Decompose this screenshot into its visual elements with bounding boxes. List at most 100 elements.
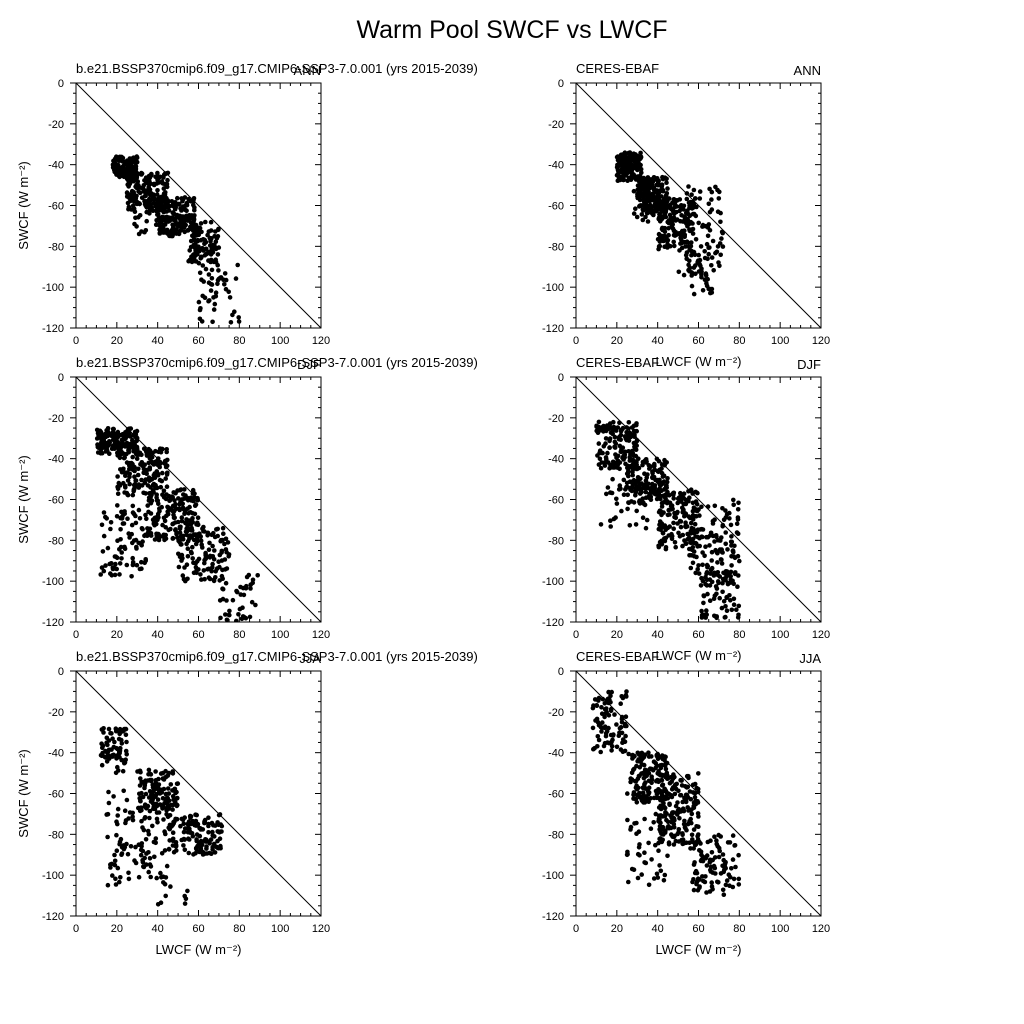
scatter-point [710,238,716,244]
scatter-point [631,867,637,872]
scatter-point [105,545,111,551]
scatter-point [696,563,701,568]
scatter-point [130,555,135,561]
scatter-point [690,536,696,542]
scatter-point [121,168,127,174]
scatter-point [626,465,631,471]
scatter-point [659,792,665,797]
scatter-point [192,258,197,264]
scatter-point [705,839,711,845]
scatter-point [156,449,161,455]
scatter-point [186,836,191,841]
scatter-point [128,426,134,431]
scatter-point [133,520,139,526]
scatter-point [715,187,720,193]
scatter-point [170,503,176,509]
y-tick-label: -20 [48,413,64,425]
scatter-point [678,241,683,246]
scatter-point [729,563,734,568]
scatter-point [220,525,226,531]
scatter-point [182,496,187,501]
scatter-point [219,550,224,555]
scatter-point [192,208,197,213]
scatter-point [97,428,103,434]
scatter-point [604,459,609,465]
scatter-point [634,831,639,836]
scatter-point [666,533,671,538]
scatter-point [103,440,109,446]
scatter-point [123,757,128,762]
scatter-point [656,458,662,464]
scatter-point [197,316,203,322]
scatter-point [717,848,722,854]
scatter-point [684,785,690,790]
scatter-point [212,301,218,307]
scatter-point [709,255,715,260]
scatter-point [114,566,119,572]
scatter-point [198,838,204,844]
scatter-point [627,165,632,171]
scatter-point [661,473,667,479]
scatter-point [651,876,657,881]
scatter-point [720,580,725,586]
scatter-point [660,798,665,804]
scatter-point [683,252,689,258]
scatter-point [643,214,648,220]
scatter-point [139,172,144,177]
scatter-point [180,216,185,222]
scatter-point [696,220,701,226]
scatter-point [115,429,121,435]
scatter-point [130,817,136,823]
scatter-point [209,851,214,856]
scatter-point [162,215,167,220]
scatter-point [717,574,723,579]
scatter-point [247,614,253,620]
scatter-point [636,845,642,850]
scatter-point [667,212,673,218]
scatter-point [641,175,647,181]
scatter-point [646,771,652,776]
scatter-point [659,501,665,506]
scatter-point [237,606,243,612]
scatter-point [187,813,193,819]
scatter-point [154,801,159,807]
scatter-point [673,803,679,809]
scatter-point [178,823,183,829]
scatter-point [620,749,626,754]
scatter-point [729,607,735,613]
scatter-point [698,244,704,249]
scatter-point [109,731,114,736]
scatter-point [215,838,220,844]
scatter-point [163,195,168,201]
scatter-point [196,556,202,562]
scatter-point [101,568,107,574]
scatter-point [704,863,710,868]
scatter-point [681,272,687,278]
scatter-point [702,553,707,559]
scatter-point [664,479,670,485]
scatter-point [640,217,646,223]
scatter-point [217,564,222,570]
scatter-point [203,219,208,225]
scatter-point [658,214,664,219]
scatter-point [625,851,630,857]
scatter-point [129,460,134,466]
scatter-point [723,882,729,888]
scatter-point [662,233,667,239]
scatter-point [606,690,612,695]
scatter-point [651,212,656,218]
scatter-point [676,809,682,815]
scatter-point [119,155,125,161]
scatter-point [168,526,173,532]
x-tick-label: 120 [312,335,330,347]
scatter-point [113,728,119,734]
scatter-point [145,828,151,834]
scatter-point [96,445,101,451]
scatter-point [155,784,161,789]
scatter-point [99,522,105,528]
scatter-point [724,608,730,613]
scatter-point [673,218,678,223]
scatter-point [127,192,133,197]
scatter-point [213,293,219,299]
scatter-point [666,232,671,238]
